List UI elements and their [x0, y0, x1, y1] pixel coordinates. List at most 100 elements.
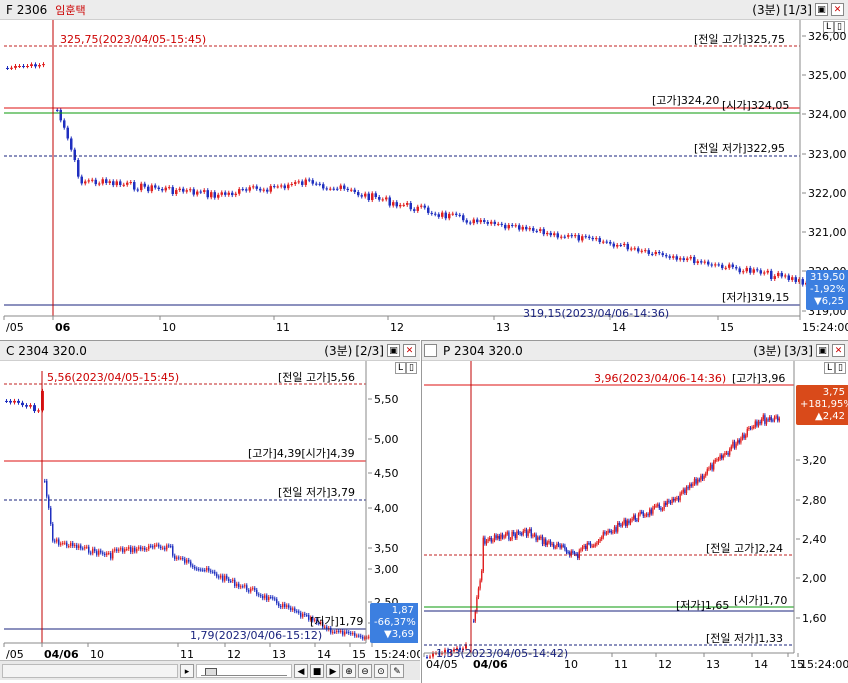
- candle: [601, 537, 603, 540]
- close-icon[interactable]: ✕: [831, 3, 844, 16]
- scroll-track[interactable]: [2, 663, 178, 678]
- chart-settings-button[interactable]: ▯: [835, 362, 846, 374]
- prev-high-label: [전일 고가]2,24: [706, 541, 783, 555]
- candle: [668, 500, 670, 502]
- log-toggle-button[interactable]: L: [823, 21, 834, 33]
- candle: [597, 540, 600, 543]
- candle: [273, 186, 276, 188]
- time-tick: 04/06: [44, 648, 79, 661]
- scroll-right-icon[interactable]: ▸: [180, 663, 194, 678]
- candle: [84, 547, 86, 549]
- candle: [733, 441, 736, 448]
- candle: [42, 64, 45, 66]
- stop-icon[interactable]: ■: [310, 663, 324, 678]
- candle: [620, 524, 622, 526]
- chart-settings-button[interactable]: ▯: [406, 362, 417, 374]
- call-price-badge: 1,87 -66,37% ▼3,69: [370, 603, 418, 643]
- candle: [551, 543, 553, 545]
- play-icon[interactable]: ▶: [326, 663, 340, 678]
- candle: [231, 192, 234, 196]
- restore-icon[interactable]: ▣: [815, 3, 828, 16]
- candle: [432, 653, 434, 657]
- zoom-in-icon[interactable]: ⊕: [342, 663, 356, 678]
- checkbox-icon[interactable]: [424, 344, 437, 357]
- candle: [495, 535, 497, 539]
- candle: [591, 545, 593, 547]
- restore-icon[interactable]: ▣: [387, 344, 400, 357]
- call-chart-canvas[interactable]: 5,56(2023/04/05-15:45) [전일 고가]5,56 [고가]4…: [0, 361, 420, 661]
- candle: [745, 435, 747, 438]
- zoom-reset-icon[interactable]: ⊙: [374, 663, 388, 678]
- put-interval[interactable]: (3분): [753, 344, 782, 358]
- candle: [650, 509, 652, 514]
- log-toggle-button[interactable]: L: [395, 362, 406, 374]
- candle: [675, 256, 678, 260]
- time-tick: 10: [162, 321, 176, 334]
- price-tick: 4,50: [374, 467, 399, 480]
- put-chart-canvas[interactable]: 3,96(2023/04/06-14:36) [고가]3,96 [전일 고가]2…: [422, 361, 848, 683]
- candle: [778, 418, 780, 421]
- price-tick: 326,00: [808, 30, 847, 43]
- candle: [505, 533, 507, 537]
- candle: [318, 622, 320, 624]
- candle: [583, 545, 585, 548]
- candle: [700, 475, 702, 481]
- candle: [548, 541, 550, 543]
- candle: [490, 221, 493, 224]
- log-toggle-button[interactable]: L: [824, 362, 835, 374]
- call-interval[interactable]: (3분): [324, 344, 353, 358]
- futures-interval[interactable]: (3분): [752, 3, 781, 17]
- candle: [192, 565, 194, 567]
- candle: [506, 532, 508, 534]
- futures-chart-canvas[interactable]: 325,75(2023/04/05-15:45) [전일 고가]325,75 […: [0, 20, 848, 340]
- candle: [68, 545, 70, 547]
- candle: [202, 569, 204, 571]
- price-tick: 325,00: [808, 69, 847, 82]
- chart-settings-button[interactable]: ▯: [834, 21, 845, 33]
- restore-icon[interactable]: ▣: [816, 344, 829, 357]
- close-icon[interactable]: ✕: [832, 344, 845, 357]
- low-label: [저가]1,79: [310, 615, 363, 628]
- candle: [94, 179, 97, 185]
- candle: [160, 546, 162, 549]
- candle: [210, 192, 213, 198]
- candle: [644, 250, 647, 252]
- candle: [540, 536, 542, 539]
- tool-icon[interactable]: ✎: [390, 663, 404, 678]
- zoom-out-icon[interactable]: ⊖: [358, 663, 372, 678]
- time-tick: 11: [276, 321, 290, 334]
- candle: [87, 180, 90, 182]
- candle: [292, 608, 294, 610]
- candle: [618, 523, 620, 525]
- time-tick: 11: [180, 648, 194, 661]
- candle: [626, 243, 629, 250]
- candle: [677, 497, 680, 501]
- candle: [513, 531, 515, 535]
- candle: [357, 192, 360, 196]
- candle: [413, 209, 416, 211]
- candle: [541, 536, 544, 545]
- candle: [78, 545, 80, 549]
- price-tick: 324,00: [808, 108, 847, 121]
- candle: [161, 189, 164, 191]
- candle: [63, 120, 66, 128]
- candle: [311, 180, 314, 184]
- candle: [259, 188, 262, 191]
- candle: [290, 607, 292, 610]
- candle: [46, 480, 48, 497]
- candle: [80, 545, 82, 549]
- candle: [497, 535, 499, 539]
- candle: [707, 261, 710, 265]
- prev-close-marker: 5,56(2023/04/05-15:45): [47, 371, 179, 384]
- candle: [738, 268, 741, 273]
- candle: [258, 594, 260, 596]
- close-icon[interactable]: ✕: [403, 344, 416, 357]
- zoom-slider[interactable]: [196, 663, 292, 678]
- candle: [462, 215, 465, 221]
- prev-high-label: [전일 고가]325,75: [694, 32, 785, 46]
- candle: [166, 545, 168, 550]
- candle: [203, 190, 206, 192]
- candle: [637, 248, 640, 252]
- scroll-left-icon[interactable]: ◀: [294, 663, 308, 678]
